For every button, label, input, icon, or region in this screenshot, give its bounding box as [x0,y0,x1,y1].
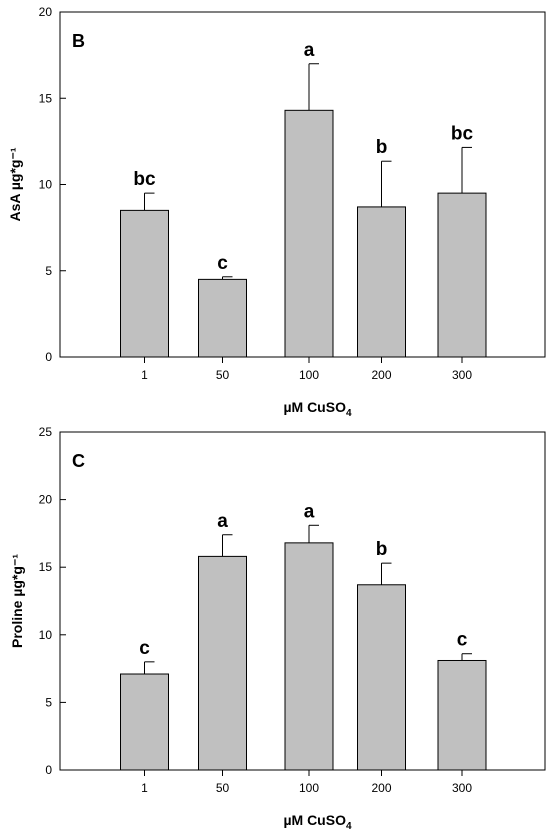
significance-label: b [376,137,388,158]
bar [120,673,169,771]
chart-c: C Proline µg*g⁻¹ µM CuSO4 0 5 10 15 20 25 c 1 a 5… [9,425,546,832]
bar [120,209,169,358]
x-tick-label: 50 [216,368,230,382]
bar [284,542,334,771]
x-tick-label: 1 [141,368,148,382]
y-tick-label: 25 [39,425,53,439]
chart-b: B AsA µg*g⁻¹ µM CuSO4 0 5 10 15 20 bc 1 c 50 a 100… [7,5,546,419]
panel-label: C [72,451,85,471]
y-axis-label: Proline µg*g⁻¹ [9,554,25,648]
significance-label: a [217,511,228,532]
y-tick-label: 20 [39,493,53,507]
significance-label: a [304,40,315,61]
panel-label: B [72,31,85,51]
x-tick-label: 200 [371,368,391,382]
significance-label: bc [133,169,156,190]
y-tick-label: 15 [39,560,53,574]
y-tick-label: 5 [45,695,52,709]
significance-label: bc [451,123,474,144]
x-tick-label: 300 [452,781,472,795]
x-tick-label: 1 [141,781,148,795]
x-tick-label: 50 [216,781,230,795]
significance-label: c [217,253,228,274]
y-tick-label: 15 [39,91,53,105]
x-tick-label: 200 [371,781,391,795]
bar [357,584,406,771]
bar [357,206,406,358]
bar [198,278,247,358]
x-axis-label: µM CuSO4 [283,399,352,419]
svg-text:Proline µg*g⁻¹: Proline µg*g⁻¹ [9,554,25,648]
y-tick-label: 5 [45,264,52,278]
bar [198,555,247,771]
significance-label: c [457,630,468,651]
bar [437,659,487,771]
y-tick-label: 20 [39,5,53,19]
significance-label: a [304,501,315,522]
y-tick-label: 0 [45,763,52,777]
significance-label: b [376,539,388,560]
x-tick-label: 100 [299,781,319,795]
bar [437,192,487,358]
significance-label: c [139,638,150,659]
x-tick-label: 100 [299,368,319,382]
y-axis-label: AsA µg*g⁻¹ [7,147,23,221]
y-tick-label: 10 [39,178,53,192]
bar [284,109,334,358]
svg-text:AsA µg*g⁻¹: AsA µg*g⁻¹ [7,147,23,221]
y-tick-label: 10 [39,628,53,642]
x-axis-label: µM CuSO4 [283,812,352,832]
y-tick-label: 0 [45,350,52,364]
x-tick-label: 300 [452,368,472,382]
